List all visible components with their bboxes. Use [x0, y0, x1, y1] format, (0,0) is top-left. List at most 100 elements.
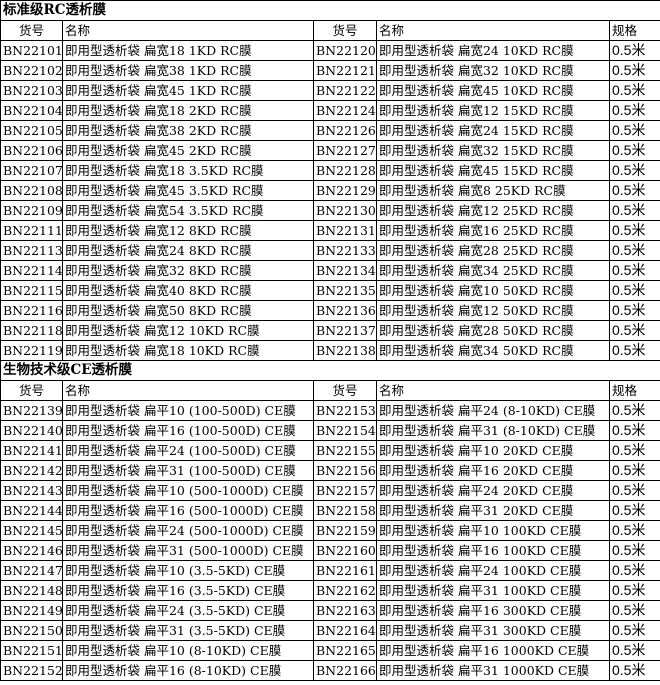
- item-code: BN22155: [313, 440, 377, 461]
- table-row: BN22118 即用型透析袋 扁宽12 10KD RC膜 BN22137 即用型透析袋…: [0, 320, 660, 341]
- table-row: BN22147 即用型透析袋 扁平10 (3.5-5KD) CE膜 BN22161 即…: [0, 560, 660, 581]
- table-row: BN22106 即用型透析袋 扁宽45 2KD RC膜 BN22127 即用型透析袋 …: [0, 140, 660, 161]
- item-code: BN22102: [0, 60, 63, 81]
- item-spec: 0.5米: [609, 320, 660, 341]
- table-row: BN22103 即用型透析袋 扁宽45 1KD RC膜 BN22122 即用型透析袋 …: [0, 80, 660, 101]
- item-name: 即用型透析袋 扁宽34 25KD RC膜: [376, 260, 610, 281]
- item-code: BN22116: [0, 300, 63, 321]
- item-name: 即用型透析袋 扁平16 1000KD CE膜: [376, 640, 610, 661]
- table-row: BN22139 即用型透析袋 扁平10 (100-500D) CE膜 BN22153…: [0, 400, 660, 421]
- item-code: BN22157: [313, 480, 377, 501]
- header-row: 货号 名称 货号 名称 规格: [0, 20, 660, 41]
- section-title: 生物技术级CE透析膜: [0, 360, 660, 381]
- header-spec: 规格: [609, 20, 660, 41]
- item-name: 即用型透析袋 扁平31 (3.5-5KD) CE膜: [62, 620, 314, 641]
- item-name: 即用型透析袋 扁宽12 15KD RC膜: [376, 100, 610, 121]
- item-code: BN22142: [0, 460, 63, 481]
- item-name: 即用型透析袋 扁宽28 50KD RC膜: [376, 320, 610, 341]
- item-name: 即用型透析袋 扁平24 (500-1000D) CE膜: [62, 520, 314, 541]
- item-code: BN22163: [313, 600, 377, 621]
- table-row: BN22114 即用型透析袋 扁宽32 8KD RC膜 BN22134 即用型透析袋 …: [0, 260, 660, 281]
- table-row: BN22142 即用型透析袋 扁平31 (100-500D) CE膜 BN22156…: [0, 460, 660, 481]
- item-spec: 0.5米: [609, 240, 660, 261]
- item-spec: 0.5米: [609, 520, 660, 541]
- item-spec: 0.5米: [609, 160, 660, 181]
- table-row: BN22113 即用型透析袋 扁宽24 8KD RC膜 BN22133 即用型透析袋 …: [0, 240, 660, 261]
- item-spec: 0.5米: [609, 480, 660, 501]
- item-code: BN22119: [0, 340, 63, 361]
- item-code: BN22151: [0, 640, 63, 661]
- item-name: 即用型透析袋 扁平10 (100-500D) CE膜: [62, 400, 314, 421]
- item-spec: 0.5米: [609, 540, 660, 561]
- item-code: BN22107: [0, 160, 63, 181]
- item-name: 即用型透析袋 扁宽18 3.5KD RC膜: [62, 160, 314, 181]
- item-code: BN22165: [313, 640, 377, 661]
- item-code: BN22131: [313, 220, 377, 241]
- item-code: BN22161: [313, 560, 377, 581]
- item-code: BN22130: [313, 200, 377, 221]
- item-spec: 0.5米: [609, 400, 660, 421]
- section-title-row: 生物技术级CE透析膜: [0, 360, 660, 381]
- item-spec: 0.5米: [609, 460, 660, 481]
- header-name: 名称: [62, 380, 314, 401]
- table-row: BN22116 即用型透析袋 扁宽50 8KD RC膜 BN22136 即用型透析袋 …: [0, 300, 660, 321]
- item-spec: 0.5米: [609, 200, 660, 221]
- item-code: BN22122: [313, 80, 377, 101]
- table-row: BN22109 即用型透析袋 扁宽54 3.5KD RC膜 BN22130 即用型透析…: [0, 200, 660, 221]
- item-code: BN22104: [0, 100, 63, 121]
- item-spec: 0.5米: [609, 120, 660, 141]
- item-code: BN22111: [0, 220, 63, 241]
- table-row: BN22149 即用型透析袋 扁平24 (3.5-5KD) CE膜 BN22163 即…: [0, 600, 660, 621]
- item-name: 即用型透析袋 扁宽38 1KD RC膜: [62, 60, 314, 81]
- item-spec: 0.5米: [609, 600, 660, 621]
- item-code: BN22128: [313, 160, 377, 181]
- item-code: BN22134: [313, 260, 377, 281]
- item-code: BN22101: [0, 40, 63, 61]
- item-code: BN22120: [313, 40, 377, 61]
- table-row: BN22151 即用型透析袋 扁平10 (8-10KD) CE膜 BN22165 即用…: [0, 640, 660, 661]
- item-spec: 0.5米: [609, 280, 660, 301]
- item-name: 即用型透析袋 扁宽12 50KD RC膜: [376, 300, 610, 321]
- item-name: 即用型透析袋 扁平24 (100-500D) CE膜: [62, 440, 314, 461]
- item-name: 即用型透析袋 扁平10 20KD CE膜: [376, 440, 610, 461]
- item-code: BN22148: [0, 580, 63, 601]
- item-code: BN22144: [0, 500, 63, 521]
- item-code: BN22114: [0, 260, 63, 281]
- item-name: 即用型透析袋 扁宽45 2KD RC膜: [62, 140, 314, 161]
- item-name: 即用型透析袋 扁宽45 1KD RC膜: [62, 80, 314, 101]
- item-code: BN22153: [313, 400, 377, 421]
- item-spec: 0.5米: [609, 500, 660, 521]
- item-code: BN22105: [0, 120, 63, 141]
- item-name: 即用型透析袋 扁宽10 50KD RC膜: [376, 280, 610, 301]
- item-code: BN22127: [313, 140, 377, 161]
- item-name: 即用型透析袋 扁宽34 50KD RC膜: [376, 340, 610, 361]
- item-name: 即用型透析袋 扁宽45 3.5KD RC膜: [62, 180, 314, 201]
- item-name: 即用型透析袋 扁平31 300KD CE膜: [376, 620, 610, 641]
- item-name: 即用型透析袋 扁平10 100KD CE膜: [376, 520, 610, 541]
- item-spec: 0.5米: [609, 80, 660, 101]
- item-spec: 0.5米: [609, 40, 660, 61]
- item-name: 即用型透析袋 扁平31 1000KD CE膜: [376, 660, 610, 681]
- table-row: BN22102 即用型透析袋 扁宽38 1KD RC膜 BN22121 即用型透析袋 …: [0, 60, 660, 81]
- item-name: 即用型透析袋 扁平31 (100-500D) CE膜: [62, 460, 314, 481]
- table-row: BN22119 即用型透析袋 扁宽18 10KD RC膜 BN22138 即用型透析袋…: [0, 340, 660, 361]
- item-name: 即用型透析袋 扁平16 (500-1000D) CE膜: [62, 500, 314, 521]
- item-spec: 0.5米: [609, 660, 660, 681]
- item-name: 即用型透析袋 扁平24 100KD CE膜: [376, 560, 610, 581]
- item-code: BN22164: [313, 620, 377, 641]
- item-code: BN22137: [313, 320, 377, 341]
- table-row: BN22150 即用型透析袋 扁平31 (3.5-5KD) CE膜 BN22164 即…: [0, 620, 660, 641]
- item-spec: 0.5米: [609, 180, 660, 201]
- item-code: BN22118: [0, 320, 63, 341]
- header-code: 货号: [313, 380, 377, 401]
- item-code: BN22121: [313, 60, 377, 81]
- table-row: BN22101 即用型透析袋 扁宽18 1KD RC膜 BN22120 即用型透析袋 …: [0, 40, 660, 61]
- item-name: 即用型透析袋 扁平31 20KD CE膜: [376, 500, 610, 521]
- table-row: BN22111 即用型透析袋 扁宽12 8KD RC膜 BN22131 即用型透析袋 …: [0, 220, 660, 241]
- table-row: BN22143 即用型透析袋 扁平10 (500-1000D) CE膜 BN2215…: [0, 480, 660, 501]
- item-name: 即用型透析袋 扁宽38 2KD RC膜: [62, 120, 314, 141]
- item-code: BN22109: [0, 200, 63, 221]
- item-spec: 0.5米: [609, 260, 660, 281]
- item-name: 即用型透析袋 扁宽24 10KD RC膜: [376, 40, 610, 61]
- item-code: BN22113: [0, 240, 63, 261]
